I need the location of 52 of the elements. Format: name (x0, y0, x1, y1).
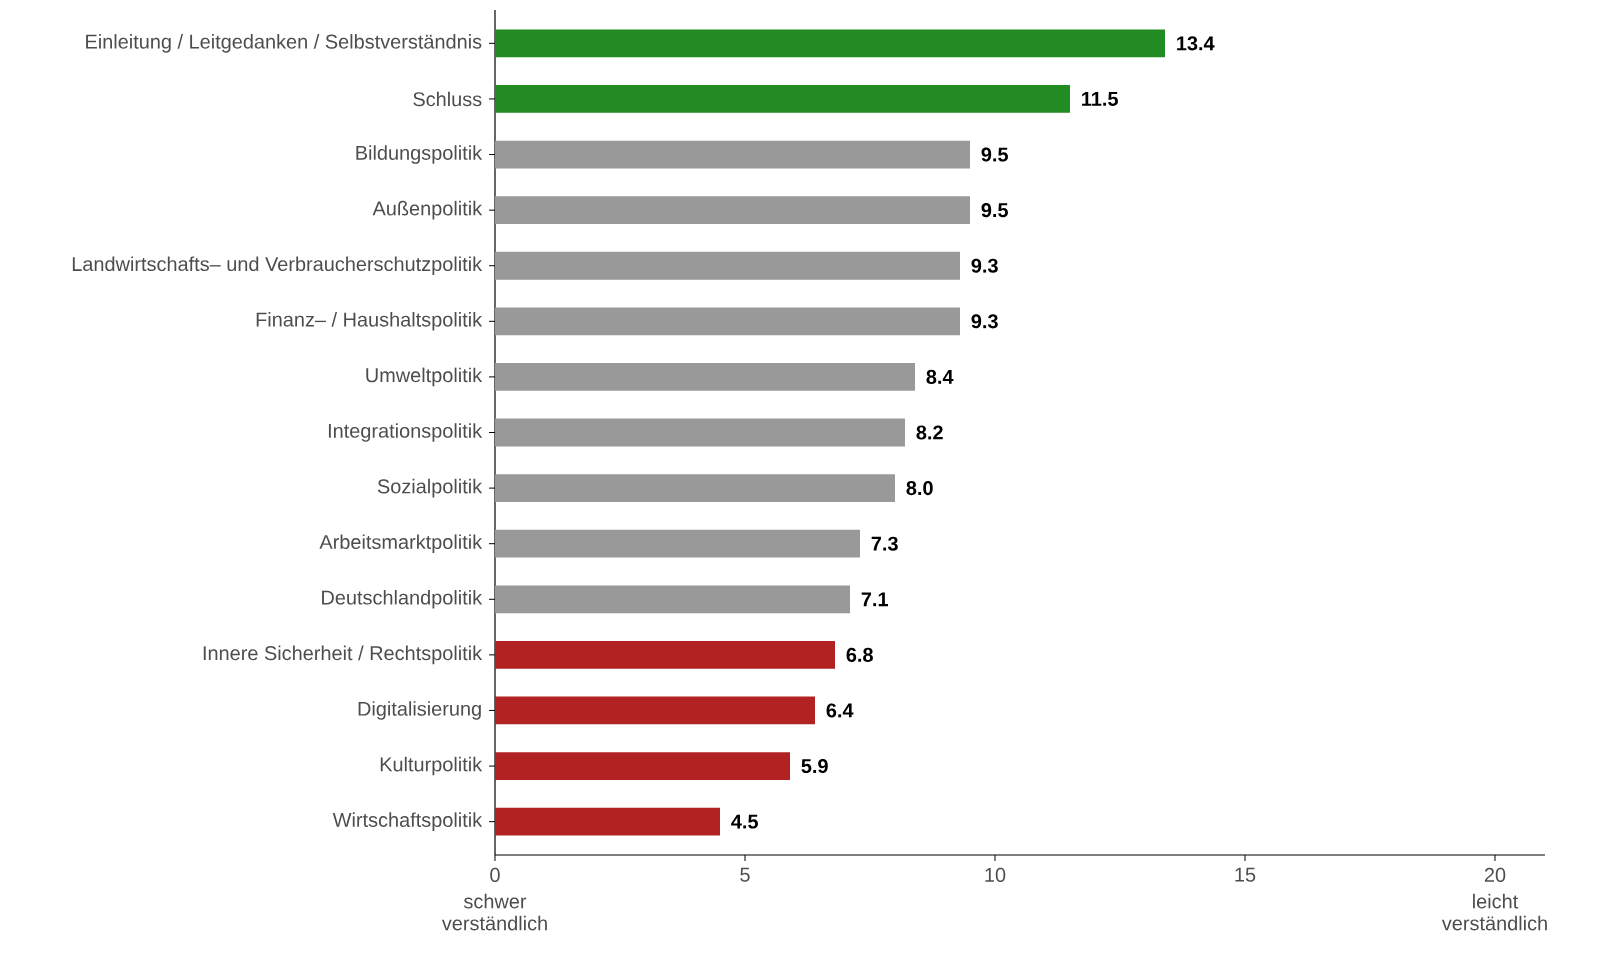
bar (495, 529, 860, 558)
bar (495, 696, 815, 725)
data-label: 5.9 (801, 759, 828, 774)
y-tick-label: Außenpolitik (372, 200, 483, 220)
bar (495, 418, 905, 447)
bar (495, 85, 1070, 113)
bar (495, 307, 960, 336)
bar (495, 251, 960, 280)
y-tick-label: Arbeitsmarktpolitik (319, 534, 483, 553)
y-tick-label: Innere Sicherheit / Rechtspolitik (203, 645, 483, 665)
bar (495, 363, 915, 391)
data-label: 8.2 (916, 425, 943, 440)
data-label: 9.5 (981, 147, 1008, 162)
data-label: 7.3 (871, 536, 898, 551)
data-label: 7.1 (861, 592, 888, 607)
bar (495, 474, 895, 502)
y-tick-label: Finanz– / Haushaltspolitik (256, 312, 483, 331)
data-label: 6.4 (826, 703, 854, 718)
bar (495, 29, 1165, 58)
data-label: 9.3 (971, 258, 998, 273)
data-label: 8.4 (926, 369, 954, 384)
x-tick-label: 10 (985, 867, 1006, 882)
y-tick-label: Kulturpolitik (380, 756, 483, 776)
bar (495, 640, 835, 669)
y-tick-label: Integrationspolitik (328, 423, 483, 442)
y-tick-label: Umweltpolitik (366, 367, 483, 387)
y-tick-label: Deutschlandpolitik (322, 590, 483, 609)
data-label: 4.5 (731, 814, 758, 829)
data-label: 13.4 (1177, 36, 1215, 51)
bar (495, 752, 790, 780)
x-tick-label: 15 (1235, 867, 1256, 882)
data-label: 9.3 (971, 314, 998, 329)
x-tick-label: 5 (740, 867, 750, 882)
bar (495, 140, 970, 169)
bar (495, 807, 720, 836)
x-tick-label: 20 (1484, 867, 1506, 882)
data-label: 11.5 (1082, 92, 1118, 106)
text: leicht verständlich (1441, 893, 1547, 931)
text: schwer verständlich (441, 893, 547, 931)
y-tick-label: Bildungspolitik (356, 145, 483, 164)
bar (495, 196, 970, 225)
y-tick-label: Einleitung / Leitgedanken / Selbstverständnis (86, 34, 482, 53)
data-label: 8.0 (906, 481, 933, 496)
data-label: 9.5 (981, 203, 1008, 218)
bar (495, 585, 850, 614)
data-label: 6.8 (846, 647, 873, 662)
y-tick-label: Wirtschaftspolitik (332, 812, 483, 831)
y-tick-label: Sozialpolitik (377, 478, 483, 498)
y-tick-label: Landwirtschafts– und Verbraucherschutzpolitik (72, 256, 483, 276)
y-tick-label: Digitalisierung (358, 701, 481, 720)
y-tick-label: Schluss (413, 91, 482, 107)
x-tick-label: 0 (490, 867, 500, 882)
